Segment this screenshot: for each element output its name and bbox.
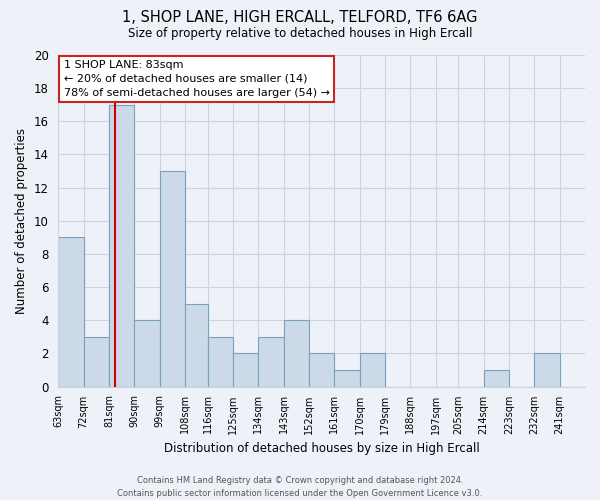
Y-axis label: Number of detached properties: Number of detached properties [15,128,28,314]
Bar [484,370,509,386]
Bar [185,304,208,386]
Bar [359,354,385,386]
Bar [83,337,109,386]
Text: 1 SHOP LANE: 83sqm
← 20% of detached houses are smaller (14)
78% of semi-detache: 1 SHOP LANE: 83sqm ← 20% of detached hou… [64,60,330,98]
Bar [233,354,258,386]
Text: Size of property relative to detached houses in High Ercall: Size of property relative to detached ho… [128,28,472,40]
Bar [284,320,309,386]
Bar [334,370,359,386]
Bar [258,337,284,386]
Bar [309,354,334,386]
Bar [109,104,134,386]
Bar [534,354,560,386]
X-axis label: Distribution of detached houses by size in High Ercall: Distribution of detached houses by size … [164,442,479,455]
Text: Contains HM Land Registry data © Crown copyright and database right 2024.
Contai: Contains HM Land Registry data © Crown c… [118,476,482,498]
Bar [208,337,233,386]
Bar [58,238,83,386]
Text: 1, SHOP LANE, HIGH ERCALL, TELFORD, TF6 6AG: 1, SHOP LANE, HIGH ERCALL, TELFORD, TF6 … [122,10,478,25]
Bar [134,320,160,386]
Bar [160,171,185,386]
